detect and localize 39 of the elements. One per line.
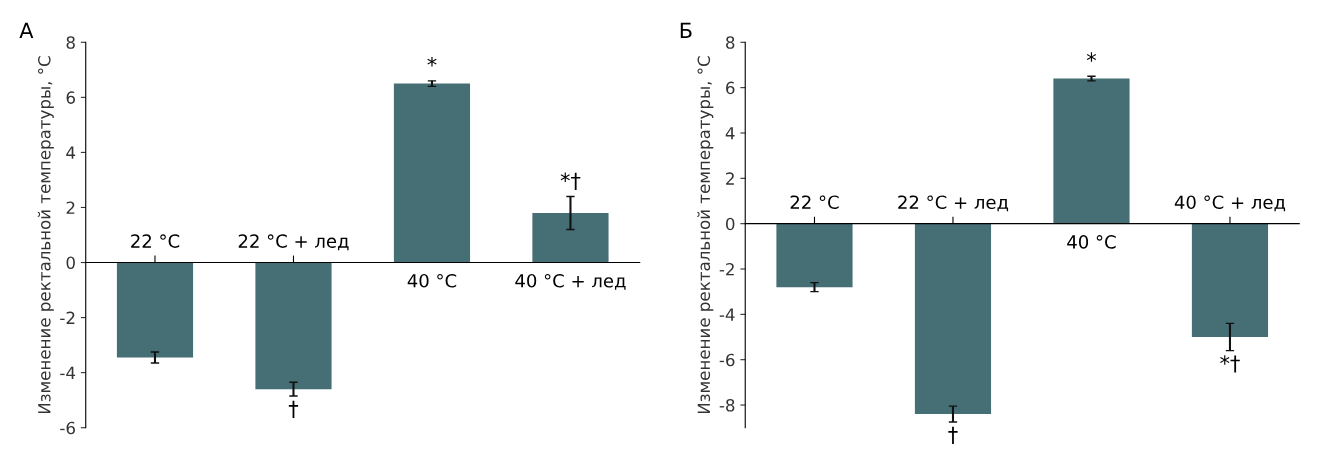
annotation: †	[288, 400, 299, 419]
annotation: *†	[560, 172, 581, 190]
annotation: *†	[1220, 355, 1240, 373]
y-axis-title: Изменение ректальной температуры, °C	[697, 56, 714, 414]
category-label: 40 °C + лед	[515, 273, 626, 290]
y-tick-label: 0	[66, 256, 75, 270]
bar	[255, 262, 332, 390]
chart-title: Б	[680, 22, 692, 38]
y-tick-label: -6	[719, 353, 735, 367]
annotation: †	[948, 426, 958, 445]
y-tick-label: -8	[719, 398, 735, 412]
y-tick-label: 2	[66, 201, 75, 214]
category-label: 40 °C	[1067, 235, 1116, 249]
category-label: 40 °C + лед	[1174, 195, 1286, 212]
y-tick-label: 2	[726, 172, 734, 185]
y-tick-label: -4	[60, 366, 76, 379]
category-label: 22 °C	[131, 234, 180, 248]
annotation: *	[427, 56, 437, 67]
y-tick-label: 0	[726, 217, 735, 231]
y-tick-label: -2	[60, 311, 75, 324]
chart-title: А	[19, 22, 34, 38]
y-tick-label: 6	[66, 91, 75, 104]
y-tick-label: -2	[719, 262, 734, 276]
category-label: 22 °C	[790, 195, 839, 210]
category-label: 40 °C	[407, 273, 457, 288]
y-tick-label: 6	[726, 81, 735, 95]
y-tick-label: 4	[66, 146, 76, 159]
y-tick-label: 4	[725, 127, 735, 140]
annotation: *	[1086, 52, 1097, 62]
bar	[116, 262, 194, 358]
bar	[393, 83, 471, 263]
y-axis-title: Изменение ректальной температуры, °C	[37, 56, 54, 414]
category-label: 22 °C + лед	[238, 234, 349, 251]
y-tick-label: 8	[726, 36, 735, 49]
category-label: 22 °C + лед	[898, 195, 1009, 212]
y-tick-label: 8	[66, 36, 75, 49]
y-tick-label: -4	[719, 308, 735, 321]
y-tick-label: -6	[60, 421, 75, 435]
bar	[532, 212, 609, 263]
